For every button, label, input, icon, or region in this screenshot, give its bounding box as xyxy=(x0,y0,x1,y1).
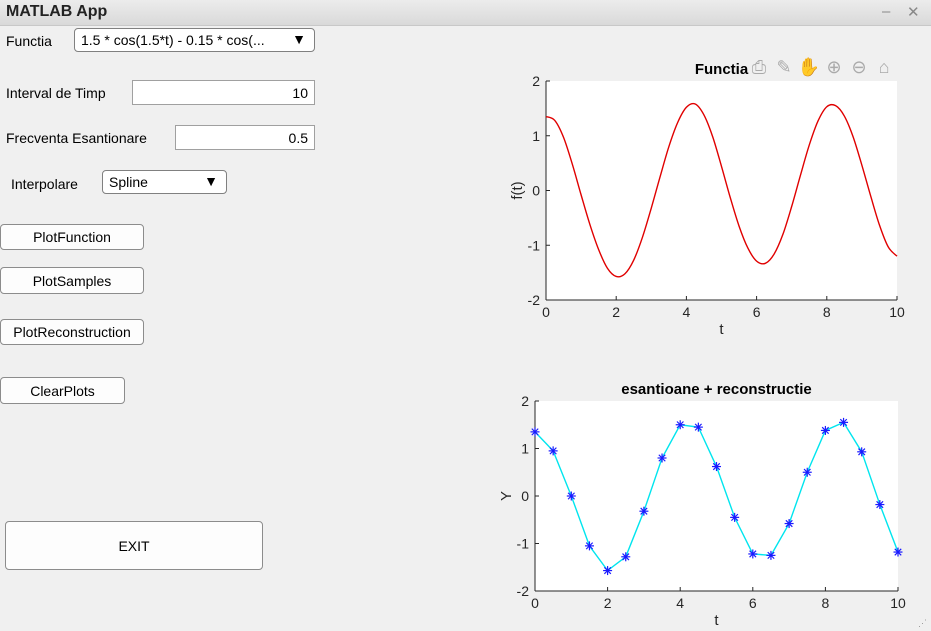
sample-point xyxy=(603,566,612,575)
sample-point xyxy=(730,513,739,522)
chevron-down-icon: ▼ xyxy=(204,173,218,189)
sample-point xyxy=(712,462,721,471)
sample-point xyxy=(621,552,630,561)
sample-point xyxy=(748,549,757,558)
y-axis-label: Y xyxy=(498,491,515,501)
y-tick-label: 2 xyxy=(532,73,540,89)
reconstruction-chart[interactable]: 0 2 4 6 8 10 -2 -1 0 1 2 esantioane + reconstructie… xyxy=(490,372,910,631)
interpolare-label: Interpolare xyxy=(11,176,78,192)
sample-point xyxy=(694,423,703,432)
brush-icon[interactable]: ✎ xyxy=(773,56,795,78)
exit-button[interactable]: EXIT xyxy=(5,521,263,570)
sample-point xyxy=(857,447,866,456)
title-bar: MATLAB App – ✕ xyxy=(0,0,931,26)
functia-selected-value: 1.5 * cos(1.5*t) - 0.15 * cos(... xyxy=(81,32,265,48)
plot-area xyxy=(535,401,898,591)
x-tick-label: 0 xyxy=(542,304,550,320)
sample-point xyxy=(531,427,540,436)
x-tick-label: 8 xyxy=(822,595,830,611)
x-tick-label: 10 xyxy=(889,304,905,320)
sample-point xyxy=(875,500,884,509)
y-tick-label: -1 xyxy=(528,237,541,253)
chevron-down-icon: ▼ xyxy=(292,31,306,47)
sample-point xyxy=(658,454,667,463)
close-icon[interactable]: ✕ xyxy=(907,3,920,21)
y-tick-label: -2 xyxy=(517,583,530,599)
sample-point xyxy=(785,519,794,528)
sample-point xyxy=(567,492,576,501)
sample-point xyxy=(676,420,685,429)
interpolare-dropdown[interactable]: Spline ▼ xyxy=(102,170,227,194)
x-tick-label: 4 xyxy=(676,595,684,611)
frecventa-input[interactable] xyxy=(175,125,315,150)
plot-function-button[interactable]: PlotFunction xyxy=(0,224,144,250)
sample-point xyxy=(639,507,648,516)
sample-point xyxy=(766,551,775,560)
y-tick-label: 2 xyxy=(521,393,529,409)
y-tick-label: -1 xyxy=(517,536,530,552)
zoom-out-icon[interactable]: ⊖ xyxy=(848,56,870,78)
x-tick-label: 4 xyxy=(683,304,691,320)
interval-label: Interval de Timp xyxy=(6,85,106,101)
functia-dropdown[interactable]: 1.5 * cos(1.5*t) - 0.15 * cos(... ▼ xyxy=(74,28,315,52)
window-title: MATLAB App xyxy=(6,3,107,21)
plot-area xyxy=(546,81,897,300)
y-tick-label: -2 xyxy=(528,292,541,308)
x-axis-label: t xyxy=(719,321,724,338)
frecventa-label: Frecventa Esantionare xyxy=(6,130,147,146)
export-icon[interactable]: ⎙ xyxy=(748,56,770,78)
y-tick-label: 0 xyxy=(521,488,529,504)
sample-point xyxy=(549,446,558,455)
y-tick-label: 1 xyxy=(532,128,540,144)
sample-point xyxy=(894,548,903,557)
x-tick-label: 8 xyxy=(823,304,831,320)
x-tick-label: 6 xyxy=(753,304,761,320)
y-tick-label: 0 xyxy=(532,183,540,199)
minimize-icon[interactable]: – xyxy=(882,3,890,20)
x-tick-label: 6 xyxy=(749,595,757,611)
plot-reconstruction-button[interactable]: PlotReconstruction xyxy=(0,319,144,345)
home-icon[interactable]: ⌂ xyxy=(873,56,895,78)
clear-plots-button[interactable]: ClearPlots xyxy=(0,377,125,404)
sample-point xyxy=(585,541,594,550)
axes-toolbar: ⎙ ✎ ✋ ⊕ ⊖ ⌂ xyxy=(748,56,895,78)
chart-title: esantioane + reconstructie xyxy=(621,381,812,398)
sample-point xyxy=(839,418,848,427)
x-tick-label: 0 xyxy=(531,595,539,611)
plot-samples-button[interactable]: PlotSamples xyxy=(0,267,144,294)
x-tick-label: 2 xyxy=(612,304,620,320)
zoom-in-icon[interactable]: ⊕ xyxy=(823,56,845,78)
x-axis-label: t xyxy=(714,612,719,629)
function-chart[interactable]: 0 2 4 6 8 10 -2 -1 0 1 2 Functia t f(t) xyxy=(490,50,910,345)
sample-point xyxy=(803,468,812,477)
x-tick-label: 10 xyxy=(890,595,906,611)
sample-point xyxy=(821,426,830,435)
x-tick-label: 2 xyxy=(604,595,612,611)
chart-title: Functia xyxy=(695,61,749,78)
y-tick-label: 1 xyxy=(521,441,529,457)
y-axis-label: f(t) xyxy=(509,181,526,199)
interpolare-selected-value: Spline xyxy=(109,174,148,190)
pan-icon[interactable]: ✋ xyxy=(798,56,820,78)
resize-grip-icon[interactable]: ⋰ xyxy=(918,618,927,629)
interval-input[interactable] xyxy=(132,80,315,105)
functia-label: Functia xyxy=(6,33,52,49)
